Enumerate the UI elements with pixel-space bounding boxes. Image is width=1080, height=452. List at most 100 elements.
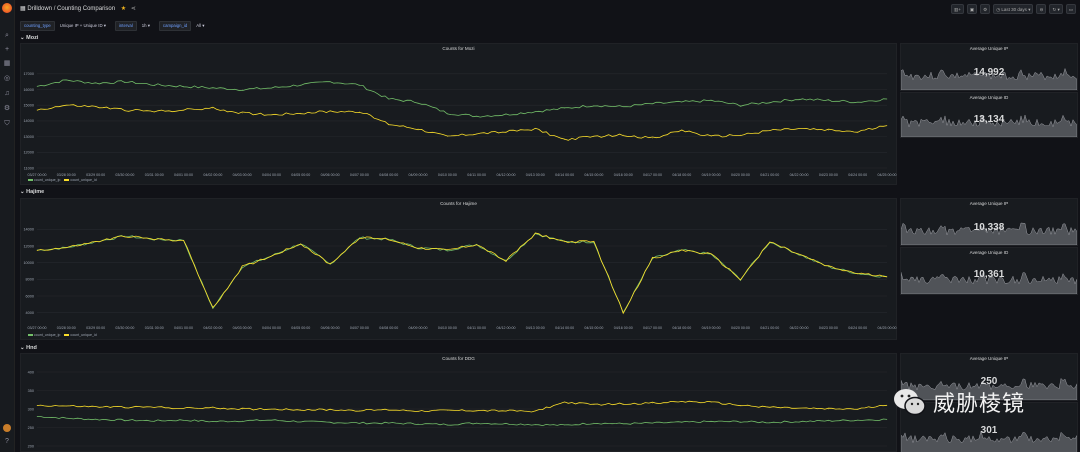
data-point: [359, 111, 360, 112]
legend-item-ip[interactable]: count_unique_ip: [34, 333, 61, 337]
series-line-count_unique_id[interactable]: [36, 232, 888, 315]
x-tick-label: 04/15 00:00: [584, 173, 603, 177]
y-tick-label: 8000: [26, 278, 34, 282]
refresh-icon[interactable]: ↻ ▾: [1049, 4, 1063, 14]
graph-panel-ddg[interactable]: Counts for DDG 400 350 300 250 200: [20, 353, 897, 452]
wechat-watermark: 威胁棱镜: [893, 385, 1063, 419]
data-point: [769, 406, 771, 408]
plus-icon[interactable]: +: [4, 46, 10, 53]
data-point: [710, 136, 712, 137]
data-point: [271, 255, 272, 257]
data-point: [535, 424, 536, 425]
variable-select-interval[interactable]: 1h ▾: [141, 23, 150, 28]
dashboards-icon[interactable]: ▦: [3, 60, 11, 67]
data-point: [593, 422, 595, 424]
x-tick-label: 03/29 00:00: [86, 173, 105, 177]
zoom-out-icon[interactable]: ⊖: [1036, 4, 1047, 14]
share-icon[interactable]: ⋖: [130, 6, 136, 12]
series-line-count_unique_ip[interactable]: [36, 416, 888, 427]
data-point: [329, 422, 331, 423]
graph-panel-mozi[interactable]: Counts for Mozi 17000 16000 15000 14000 1300…: [20, 43, 897, 185]
data-point: [417, 101, 419, 103]
save-icon[interactable]: ▣: [966, 4, 978, 14]
x-tick-label: 04/03 00:00: [233, 326, 252, 330]
y-tick-label: 14000: [23, 119, 34, 123]
legend-item-id[interactable]: count_unique_id: [70, 333, 97, 337]
data-point: [622, 134, 624, 136]
data-point: [95, 241, 96, 243]
data-point: [769, 101, 771, 103]
y-tick-label: 15000: [23, 104, 34, 108]
data-point: [505, 131, 507, 133]
sparkline: [901, 377, 1077, 400]
data-point: [241, 420, 243, 422]
data-point: [593, 404, 595, 405]
data-point: [710, 100, 712, 101]
chart-legend: count_unique_ip count_unique_id: [25, 178, 97, 182]
series-line-count_unique_ip[interactable]: [36, 79, 888, 118]
sparkline: [901, 67, 1077, 90]
data-point: [153, 111, 155, 112]
alert-bell-icon[interactable]: ♫: [4, 90, 10, 97]
top-navbar: ▦ Drilldown / Counting Comparison ★ ⋖ ▥+…: [14, 0, 1080, 19]
data-point: [857, 101, 858, 103]
settings-gear-icon[interactable]: ⚙: [980, 4, 991, 14]
data-point: [652, 422, 653, 424]
sparkline: [901, 430, 1077, 452]
sparkline-area: [901, 67, 1077, 90]
variable-select-counting-type[interactable]: Unique IP + Unique ID ▾: [59, 23, 106, 28]
panel-title: Counts for Hajime: [440, 201, 477, 206]
x-tick-label: 04/06 00:00: [321, 173, 340, 177]
data-point: [652, 402, 653, 404]
variable-select-campaign[interactable]: All ▾: [196, 23, 205, 28]
sparkline: [901, 272, 1077, 294]
data-point: [476, 115, 477, 117]
stat-panel-ddg-id[interactable]: 301: [900, 402, 1078, 452]
sparkline-area: [901, 272, 1077, 294]
shield-icon[interactable]: ⛉: [4, 120, 10, 127]
stat-panel-hajime-ip[interactable]: Average Unique IP 10,338: [900, 198, 1078, 246]
legend-item-ip[interactable]: count_unique_ip: [34, 178, 61, 182]
dashboard-title[interactable]: Counting Comparison: [57, 6, 116, 12]
grafana-logo[interactable]: [2, 3, 12, 13]
breadcrumb-folder[interactable]: Drilldown: [27, 6, 53, 12]
x-tick-label: 04/20 00:00: [731, 326, 750, 330]
star-icon[interactable]: ★: [120, 6, 127, 12]
gear-icon[interactable]: ⚙: [3, 105, 11, 112]
stat-panel-hajime-id[interactable]: Average Unique ID 10,361: [900, 247, 1078, 295]
series-line-count_unique_id[interactable]: [36, 400, 888, 413]
data-point: [652, 103, 653, 104]
data-point: [124, 419, 126, 421]
x-tick-label: 04/19 00:00: [702, 326, 721, 330]
stat-panel-mozi-ip[interactable]: Average Unique IP 14,992: [900, 43, 1078, 91]
time-range-picker[interactable]: ◷ Last 30 days ▾: [993, 4, 1034, 14]
y-tick-label: 6000: [26, 294, 34, 298]
legend-item-id[interactable]: count_unique_id: [70, 178, 97, 182]
stat-panel-ddg-ip[interactable]: Average Unique IP 250: [900, 353, 1078, 401]
toolbar-right: ▥+ ▣ ⚙ ◷ Last 30 days ▾ ⊖ ↻ ▾ ▭: [951, 4, 1076, 14]
explore-icon[interactable]: ◎: [3, 75, 11, 82]
tv-mode-icon[interactable]: ▭: [1065, 4, 1076, 14]
graph-panel-hajime[interactable]: Counts for Hajime 14000 12000 10000 8000 600…: [20, 198, 897, 340]
row-title-hajime[interactable]: ⌄ Hajime: [20, 189, 45, 195]
data-point: [153, 84, 155, 86]
x-tick-label: 03/30 00:00: [115, 326, 134, 330]
x-tick-label: 04/18 00:00: [672, 326, 691, 330]
help-icon[interactable]: ?: [5, 438, 9, 445]
data-point: [886, 276, 888, 278]
search-icon[interactable]: ⌕: [5, 32, 9, 39]
data-point: [183, 239, 184, 241]
avatar[interactable]: [3, 424, 11, 432]
row-title-hnd[interactable]: ⌄ Hnd: [20, 345, 37, 351]
x-tick-label: 04/01 00:00: [174, 173, 193, 177]
stat-panel-mozi-id[interactable]: Average Unique ID 13,134: [900, 92, 1078, 138]
row-title-mozi[interactable]: ⌄ Mozi: [20, 35, 39, 41]
data-point: [886, 405, 888, 406]
data-point: [769, 130, 771, 131]
legend-swatch: [28, 179, 33, 181]
series-line-count_unique_ip[interactable]: [36, 233, 888, 314]
series-line-count_unique_id[interactable]: [36, 104, 888, 141]
panel-title: Counts for DDG: [442, 356, 475, 361]
y-tick-label: 200: [28, 444, 34, 448]
add-panel-button[interactable]: ▥+: [951, 4, 964, 14]
